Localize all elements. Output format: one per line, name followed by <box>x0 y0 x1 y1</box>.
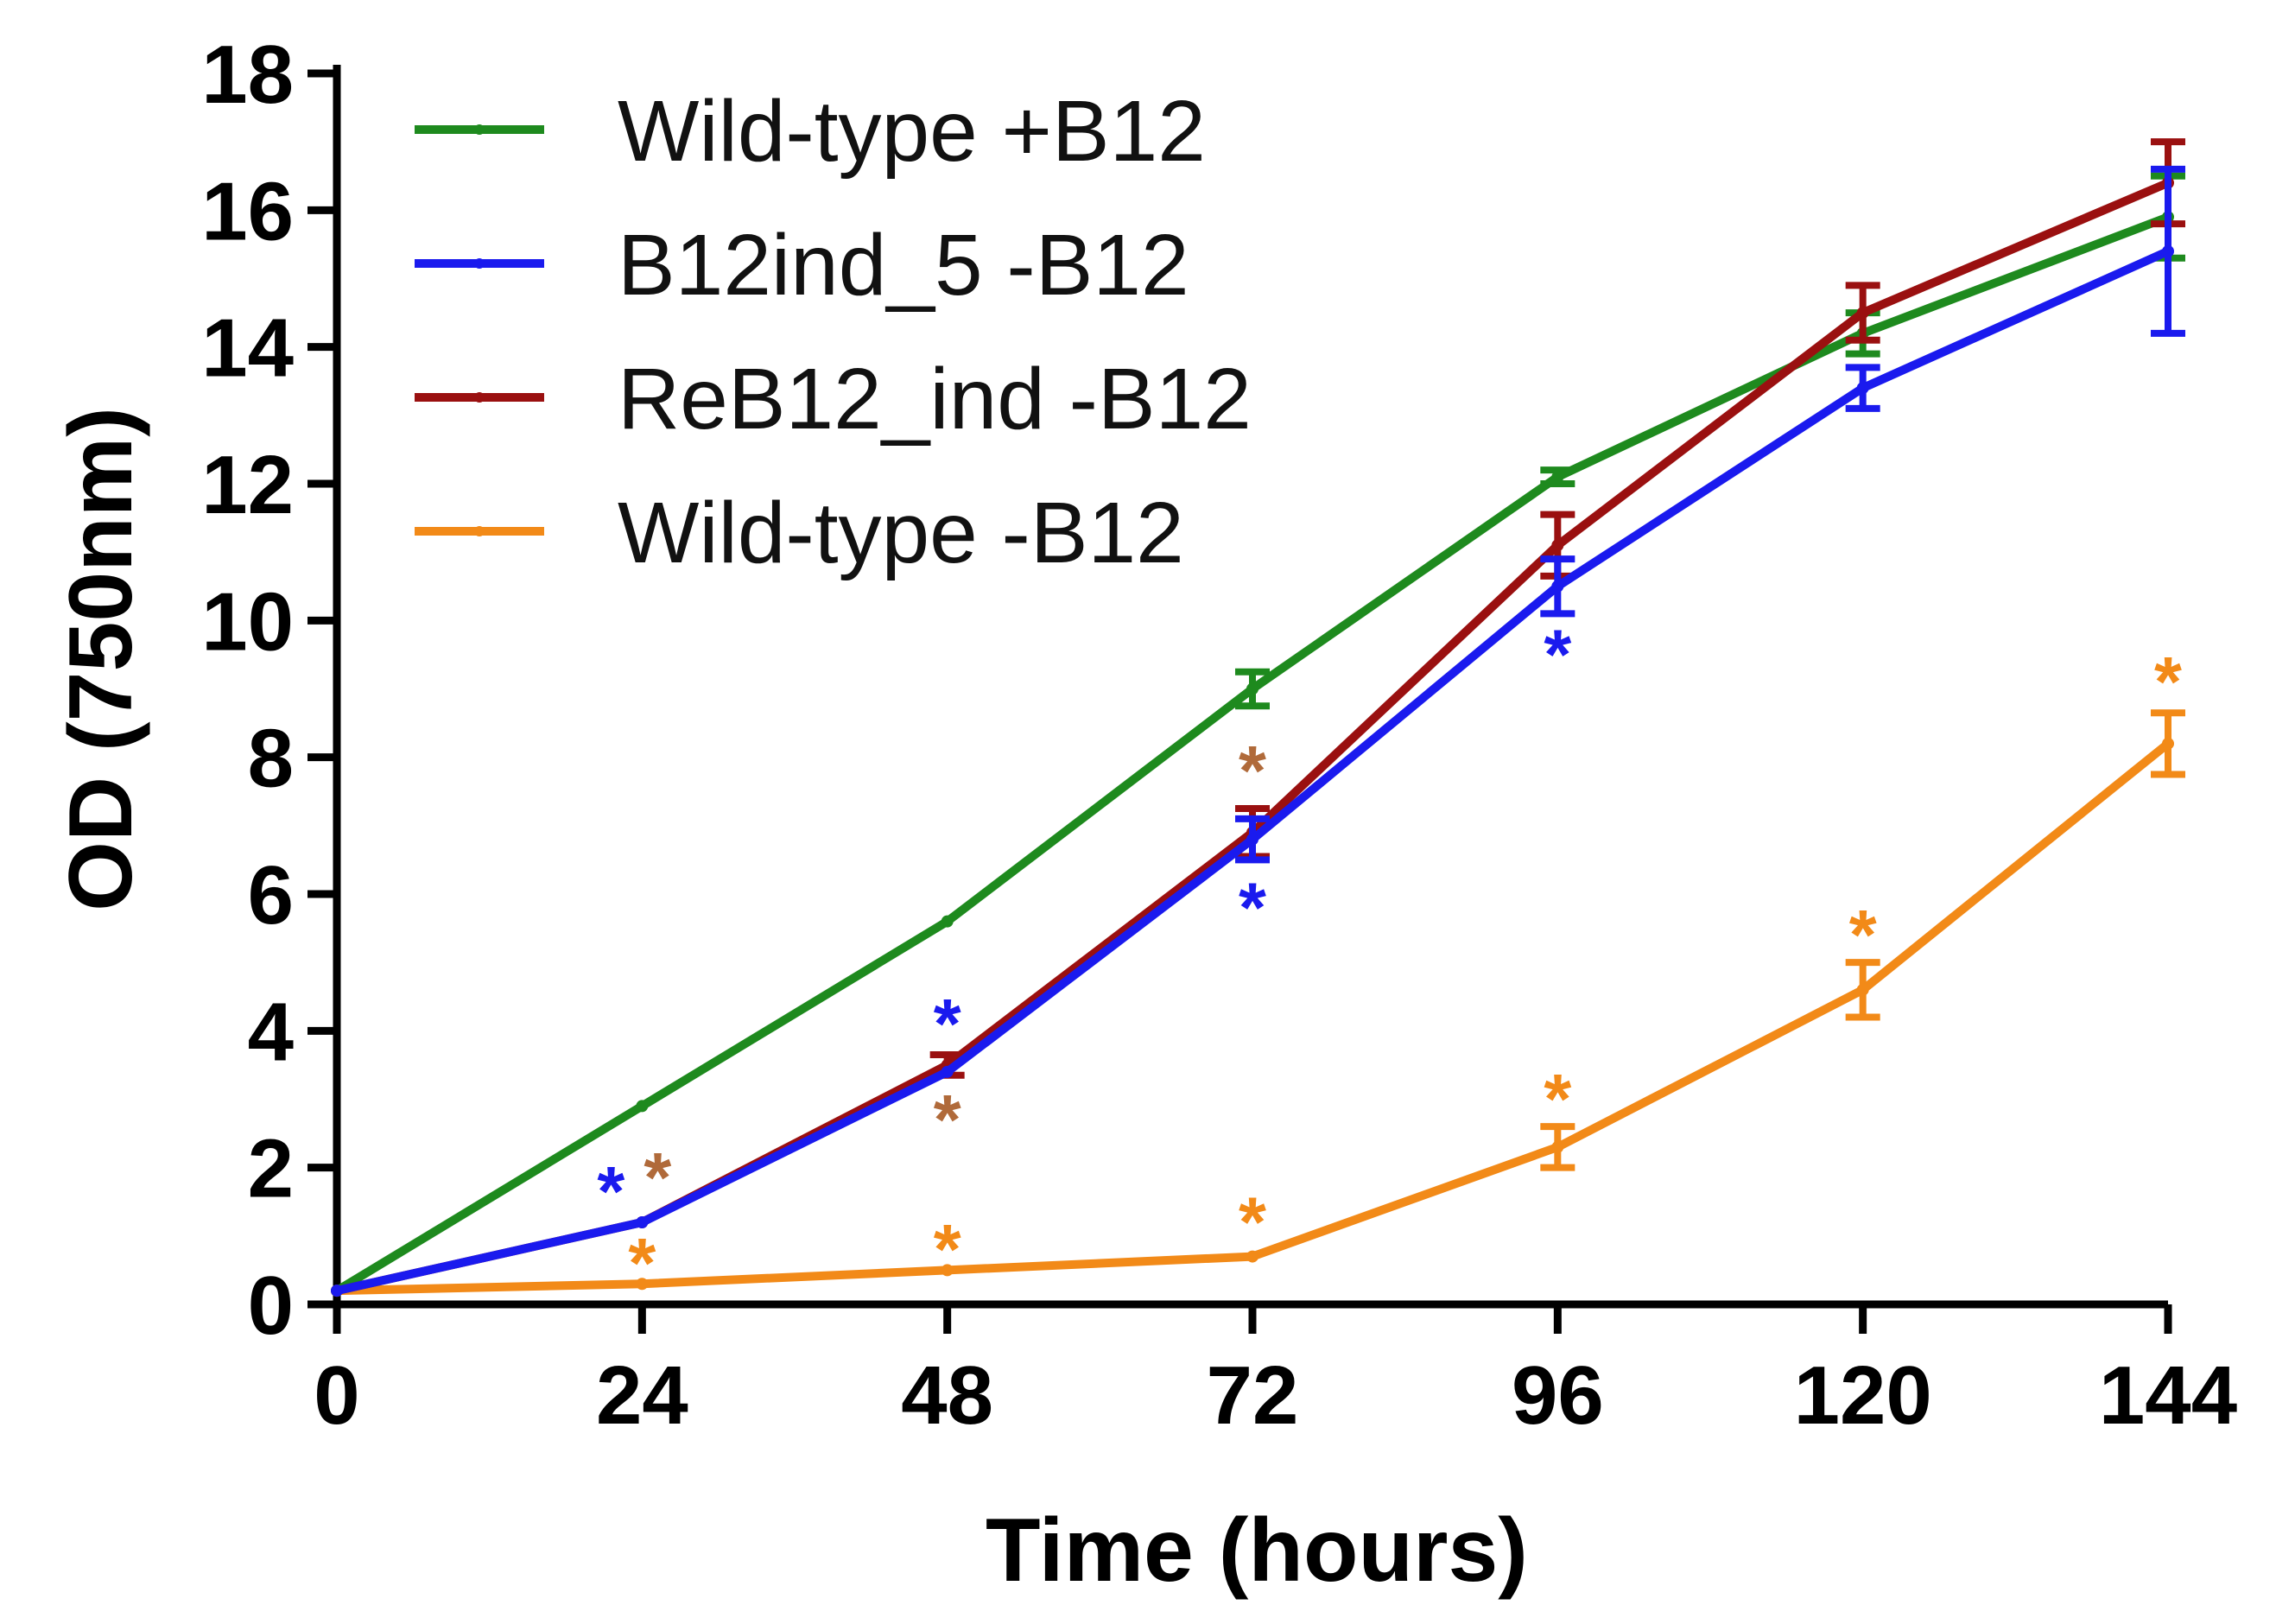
y-tick-label: 4 <box>248 986 294 1078</box>
y-tick-label: 14 <box>201 302 294 395</box>
x-tick-label: 96 <box>1512 1349 1604 1442</box>
legend-item: Wild-type +B12 <box>415 83 1206 180</box>
x-tick-label: 120 <box>1794 1349 1932 1442</box>
data-point <box>1856 307 1869 320</box>
data-point <box>636 1278 649 1291</box>
legend: Wild-type +B12 B12ind_5 -B12 ReB12_ind -B1… <box>415 83 1252 581</box>
y-axis-title: OD (750nm) <box>51 407 151 911</box>
legend-label: B12ind_5 -B12 <box>618 217 1189 314</box>
data-point <box>1551 580 1564 593</box>
data-point <box>941 1065 954 1078</box>
significance-marker: * <box>597 1152 624 1231</box>
legend-marker <box>474 392 485 403</box>
significance-marker: * <box>934 1081 961 1159</box>
significance-marker: * <box>1239 869 1266 948</box>
legend-label: ReB12_ind -B12 <box>618 351 1252 447</box>
legend-marker <box>474 526 485 536</box>
data-point <box>941 1264 954 1277</box>
significance-marker: * <box>934 985 961 1063</box>
x-axis-title: Time (hours) <box>986 1500 1528 1601</box>
legend-label: Wild-type -B12 <box>618 485 1184 581</box>
x-tick-label: 0 <box>314 1349 359 1442</box>
data-point <box>636 1100 649 1113</box>
legend-item: ReB12_ind -B12 <box>415 351 1252 447</box>
significance-marker: * <box>1544 1061 1571 1139</box>
data-point <box>941 915 954 928</box>
significance-marker: * <box>1544 616 1571 695</box>
legend-marker <box>474 258 485 269</box>
data-point <box>1856 382 1869 395</box>
significance-marker: * <box>2154 644 2182 722</box>
significance-marker: * <box>1849 897 1877 975</box>
significance-marker: * <box>1239 1183 1266 1262</box>
data-point <box>1246 682 1258 695</box>
significance-marker: * <box>643 1139 671 1218</box>
y-tick-label: 8 <box>248 713 294 805</box>
x-tick-label: 72 <box>1207 1349 1299 1442</box>
series-wild-type-b12 <box>331 709 2185 1297</box>
y-tick-label: 6 <box>248 849 294 942</box>
x-tick-label: 48 <box>901 1349 993 1442</box>
legend-marker <box>474 124 485 135</box>
y-tick-label: 2 <box>248 1123 294 1215</box>
significance-marker: * <box>1239 733 1266 811</box>
data-point <box>636 1216 649 1228</box>
annotations-layer: * ************ <box>597 616 2182 1304</box>
x-tick-label: 24 <box>596 1349 688 1442</box>
series-b12ind-5-b12 <box>331 165 2185 1297</box>
legend-label: Wild-type +B12 <box>618 83 1206 180</box>
data-point <box>1551 471 1564 484</box>
data-point <box>1246 833 1258 846</box>
data-point <box>331 1285 343 1297</box>
significance-marker: * <box>628 1225 656 1304</box>
data-point <box>1856 983 1869 996</box>
data-point <box>1246 1250 1258 1263</box>
significance-marker: * <box>934 1211 961 1290</box>
legend-item: Wild-type -B12 <box>415 485 1184 581</box>
data-point <box>1551 1140 1564 1153</box>
data-point <box>2162 244 2174 257</box>
y-tick-label: 12 <box>201 439 294 531</box>
legend-item: B12ind_5 -B12 <box>415 217 1189 314</box>
series-layer <box>331 138 2185 1297</box>
data-point <box>2162 737 2174 750</box>
y-tick-label: 10 <box>201 575 294 668</box>
data-point <box>1551 539 1564 552</box>
y-tick-label: 18 <box>201 29 294 121</box>
y-tick-label: 0 <box>248 1259 294 1352</box>
y-tick-label: 16 <box>201 165 294 257</box>
x-tick-label: 144 <box>2099 1349 2237 1442</box>
